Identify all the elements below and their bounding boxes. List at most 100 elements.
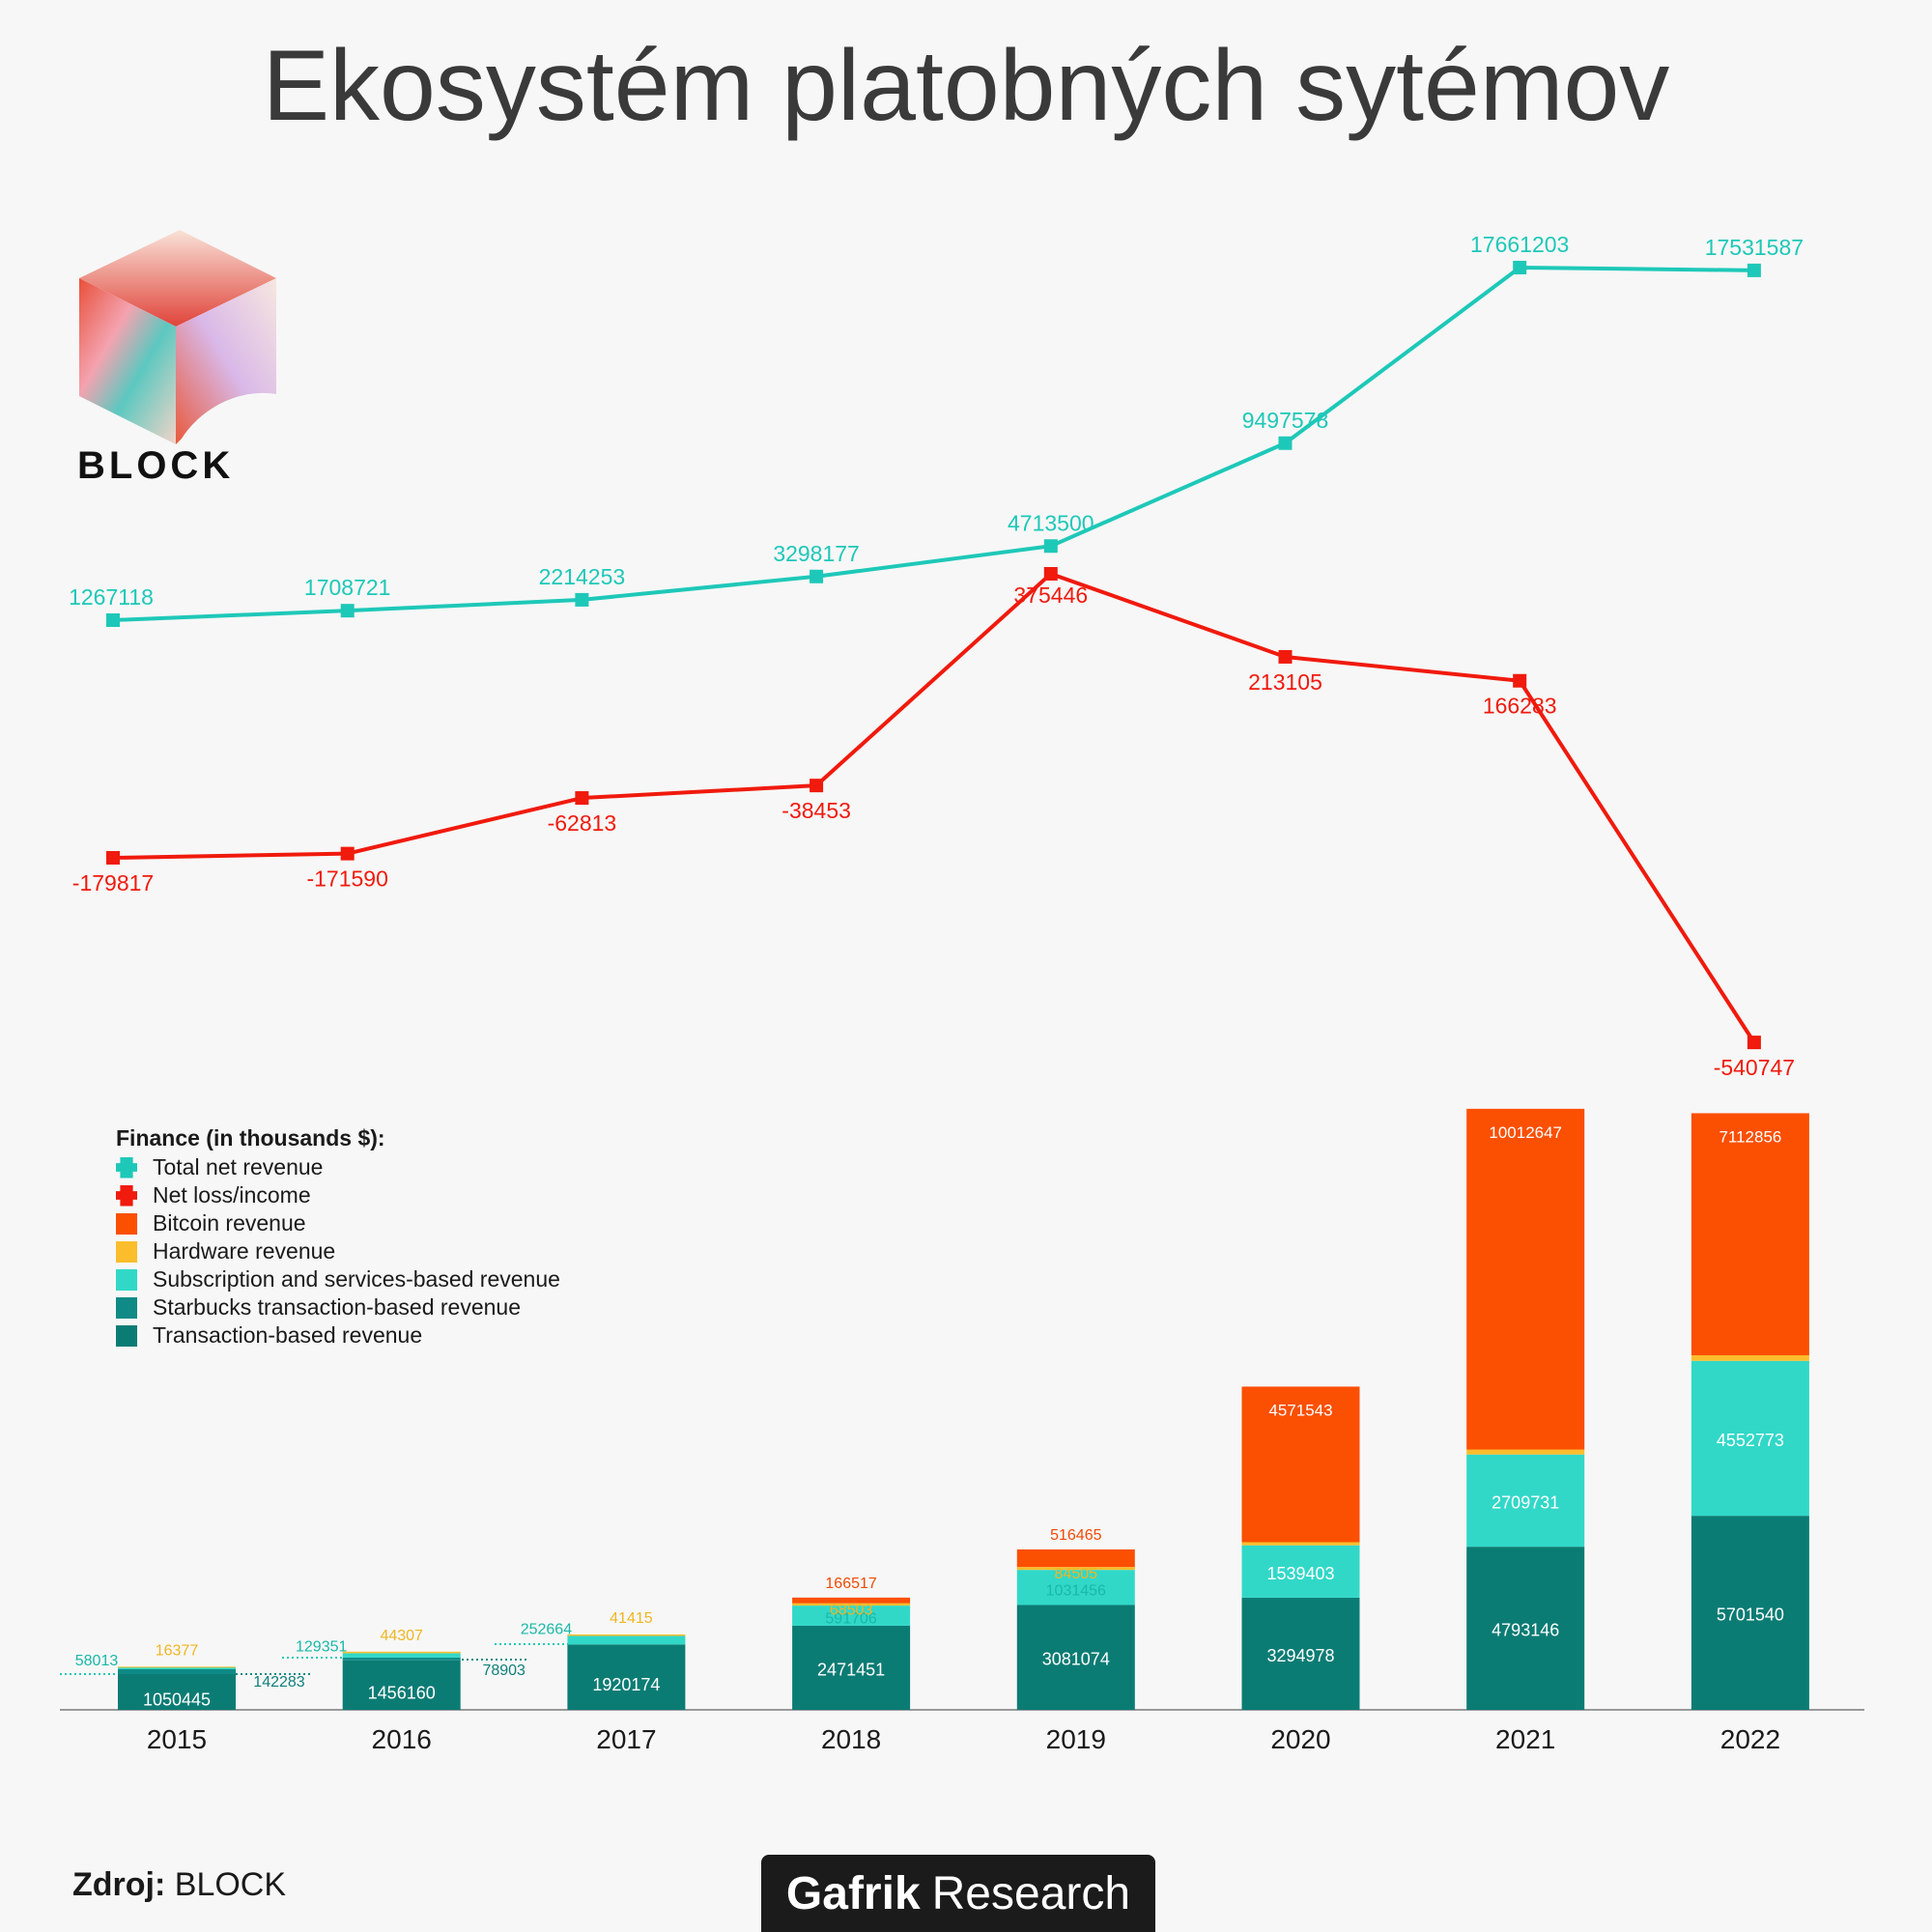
- source-value: BLOCK: [174, 1866, 287, 1903]
- source-label: Zdroj:: [72, 1866, 166, 1903]
- bar-segment: [1690, 1113, 1809, 1355]
- bar-segment: [1466, 1454, 1585, 1548]
- bar-value-label: 58013: [75, 1653, 119, 1669]
- bar-segment: [1466, 1547, 1585, 1710]
- legend: Finance (in thousands $): Total net reve…: [116, 1125, 560, 1350]
- bar-segment: [1466, 1108, 1585, 1450]
- legend-swatch: [116, 1212, 137, 1235]
- series-marker: [1278, 436, 1293, 450]
- line-value-label: 17531587: [1705, 235, 1804, 260]
- series-line: [112, 572, 1756, 1044]
- bar-segment: [792, 1625, 911, 1710]
- line-value-label: 2214253: [539, 564, 626, 589]
- legend-label: Starbucks transaction-based revenue: [153, 1294, 521, 1320]
- bar-value-label: 78903: [482, 1662, 526, 1679]
- bar-value-label: 44307: [380, 1628, 423, 1644]
- x-tick-label: 2022: [1720, 1724, 1780, 1754]
- series-line: [112, 266, 1754, 622]
- chart-title: Ekosystém platobných sytémov: [262, 30, 1670, 142]
- x-tick-label: 2016: [372, 1724, 432, 1754]
- bar-value-label: 84505: [1055, 1566, 1098, 1582]
- series-marker: [340, 604, 355, 618]
- bar-segment: [118, 1666, 236, 1668]
- x-tick-label: 2019: [1046, 1724, 1106, 1754]
- legend-item: Net loss/income: [116, 1181, 560, 1209]
- line-value-label: -179817: [72, 870, 154, 895]
- line-value-label: 375446: [1013, 582, 1088, 608]
- bar-segment: [1690, 1516, 1809, 1710]
- bar-segment: [118, 1673, 236, 1710]
- legend-item: Starbucks transaction-based revenue: [116, 1293, 560, 1321]
- line-value-label: 166283: [1483, 694, 1557, 719]
- line-value-label: 17661203: [1470, 232, 1569, 257]
- legend-item: Bitcoin revenue: [116, 1209, 560, 1237]
- series-marker: [810, 569, 824, 583]
- bar-value-label: 252664: [521, 1621, 572, 1637]
- brand-bold: Gafrik: [785, 1867, 921, 1919]
- legend-swatch: [116, 1240, 137, 1263]
- bar-value-label: 10012647: [1489, 1123, 1562, 1142]
- bar-segment: [1241, 1386, 1360, 1543]
- bar-value-label: 142283: [253, 1674, 304, 1690]
- bar-value-label: 2471451: [817, 1660, 885, 1679]
- bar-value-label: 1539403: [1266, 1564, 1334, 1583]
- legend-label: Hardware revenue: [153, 1238, 336, 1264]
- series-marker: [575, 791, 589, 806]
- x-tick-label: 2020: [1270, 1724, 1330, 1754]
- bar-value-label: 516465: [1050, 1527, 1101, 1544]
- bar-value-label: 1456160: [368, 1683, 436, 1702]
- bar-segment: [567, 1634, 686, 1636]
- legend-swatch: [116, 1324, 137, 1347]
- bar-segment: [1241, 1542, 1360, 1546]
- bar-segment: [1241, 1545, 1360, 1598]
- bar-value-label: 129351: [296, 1638, 347, 1655]
- series-marker: [340, 846, 355, 861]
- bar-value-label: 2709731: [1492, 1492, 1559, 1512]
- brand-regular: Research: [931, 1867, 1131, 1919]
- bar-value-label: 166517: [825, 1576, 876, 1592]
- bar-segment: [1016, 1570, 1135, 1605]
- series-marker: [1278, 649, 1293, 664]
- line-value-label: 4713500: [1008, 510, 1094, 535]
- series-marker: [106, 851, 120, 865]
- bar-value-label: 68503: [830, 1603, 873, 1619]
- bar-segment: [342, 1660, 461, 1710]
- bar-value-label: 7112856: [1719, 1127, 1781, 1146]
- bar-value-label: 4552773: [1717, 1431, 1784, 1450]
- legend-swatch: [116, 1268, 137, 1291]
- bar-segment: [792, 1605, 911, 1626]
- line-value-label: 1708721: [304, 575, 391, 600]
- bar-value-label: 3081074: [1042, 1650, 1110, 1669]
- source-note: Zdroj: BLOCK: [72, 1866, 286, 1904]
- bar-value-label: 41415: [610, 1610, 653, 1627]
- series-marker: [1513, 261, 1527, 274]
- bar-segment: [1241, 1597, 1360, 1710]
- series-marker: [1747, 263, 1761, 277]
- legend-label: Transaction-based revenue: [153, 1322, 423, 1348]
- bar-segment: [1016, 1567, 1135, 1571]
- legend-item: Total net revenue: [116, 1153, 560, 1181]
- bar-value-label: 1920174: [592, 1675, 660, 1694]
- bar-segment: [792, 1603, 911, 1606]
- bar-value-label: 3294978: [1266, 1646, 1334, 1665]
- bar-value-label: 591706: [825, 1611, 876, 1628]
- bar-value-label: 1031456: [1046, 1582, 1106, 1599]
- bar-value-label: 4793146: [1492, 1621, 1559, 1640]
- bar-segment: [1016, 1548, 1135, 1568]
- x-tick-label: 2021: [1495, 1724, 1555, 1754]
- bar-segment: [118, 1668, 236, 1674]
- bar-value-label: 16377: [156, 1642, 199, 1659]
- series-marker: [1513, 673, 1527, 688]
- bar-value-label: 5701540: [1717, 1605, 1784, 1625]
- line-value-label: 9497578: [1242, 408, 1329, 433]
- bar-segment: [567, 1644, 686, 1710]
- logo-wordmark: BLOCK: [77, 444, 235, 487]
- bar-segment: [1690, 1360, 1809, 1517]
- series-marker: [1043, 567, 1058, 581]
- bar-value-label: 4571543: [1268, 1401, 1332, 1419]
- x-tick-label: 2018: [821, 1724, 881, 1754]
- bar-segment: [342, 1653, 461, 1658]
- legend-item: Transaction-based revenue: [116, 1321, 560, 1350]
- bar-segment: [1466, 1449, 1585, 1455]
